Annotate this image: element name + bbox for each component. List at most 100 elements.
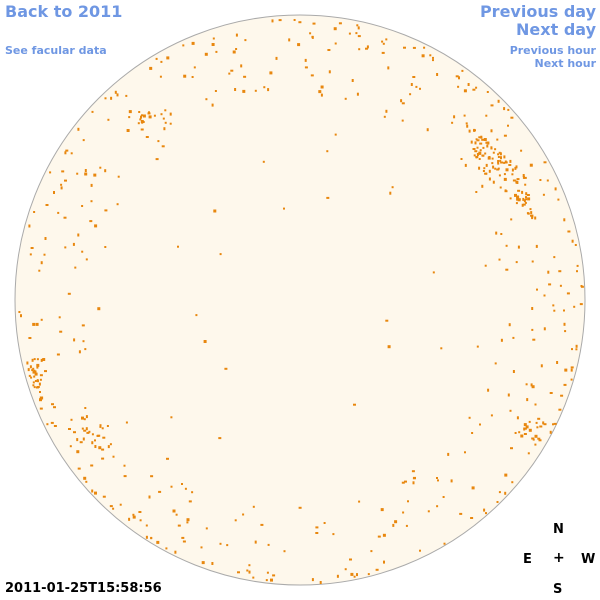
facula-mark <box>186 521 189 524</box>
facula-mark <box>538 439 542 442</box>
facula-mark <box>82 437 85 441</box>
facula-mark <box>269 71 273 75</box>
facula-mark <box>549 430 552 434</box>
facula-mark <box>355 32 358 35</box>
facula-mark <box>557 198 560 201</box>
facula-mark <box>503 177 507 181</box>
facula-mark <box>58 316 61 319</box>
facula-mark <box>490 147 493 150</box>
facula-mark <box>59 330 63 333</box>
next-day-link[interactable]: Next day <box>516 20 596 39</box>
facula-mark <box>411 470 415 473</box>
facula-mark <box>43 253 46 256</box>
back-to-year-link[interactable]: Back to 2011 <box>5 2 123 21</box>
facula-mark <box>139 519 142 522</box>
facula-mark <box>150 536 153 539</box>
facula-mark <box>112 507 115 510</box>
facula-mark <box>505 161 508 164</box>
facula-mark <box>407 500 409 503</box>
facula-mark <box>576 264 579 267</box>
facula-mark <box>478 158 481 160</box>
facula-mark <box>211 562 214 565</box>
facula-mark <box>88 430 91 433</box>
facula-mark <box>89 220 93 223</box>
facula-mark <box>275 56 278 60</box>
facula-mark <box>509 159 512 163</box>
compass-north: N <box>553 522 564 537</box>
facula-mark <box>97 307 101 311</box>
facula-mark <box>580 285 584 288</box>
facula-mark <box>481 138 485 141</box>
facula-mark <box>242 513 245 516</box>
facula-mark <box>525 192 528 196</box>
facula-mark <box>304 58 307 62</box>
facula-mark <box>116 93 119 97</box>
facula-mark <box>36 366 39 369</box>
facula-mark <box>522 203 526 206</box>
facula-mark <box>38 269 41 272</box>
facula-mark <box>365 47 368 50</box>
facula-mark <box>451 121 454 124</box>
previous-hour-link[interactable]: Previous hour <box>509 44 596 57</box>
facula-mark <box>466 124 469 128</box>
facula-mark <box>532 338 536 341</box>
facula-mark <box>385 109 388 113</box>
facula-mark <box>67 292 71 295</box>
facula-mark <box>537 437 541 440</box>
facula-mark <box>98 446 102 450</box>
facula-mark <box>447 452 450 456</box>
facula-mark <box>60 183 63 186</box>
facula-mark <box>574 244 577 246</box>
previous-day-link[interactable]: Previous day <box>479 2 596 21</box>
facula-mark <box>351 79 354 82</box>
facula-mark <box>101 427 104 430</box>
facula-mark <box>518 431 521 434</box>
facula-mark <box>563 322 566 326</box>
facula-mark <box>500 161 504 164</box>
facula-mark <box>73 431 76 434</box>
facula-mark <box>219 542 222 545</box>
facula-mark <box>65 149 69 152</box>
facula-mark <box>470 140 473 144</box>
facula-mark <box>32 384 35 387</box>
facula-mark <box>81 427 84 430</box>
facula-mark <box>400 99 403 103</box>
facula-mark <box>522 174 525 177</box>
facula-mark <box>148 495 151 499</box>
facula-mark <box>579 303 583 306</box>
facula-mark <box>564 330 567 333</box>
facula-mark <box>174 550 177 554</box>
facula-mark <box>182 540 186 543</box>
facula-mark <box>383 560 385 564</box>
facula-mark <box>478 166 481 170</box>
facula-mark <box>531 260 534 263</box>
facula-mark <box>482 154 485 157</box>
facula-mark <box>436 477 438 479</box>
facula-mark <box>527 212 530 215</box>
facula-mark <box>235 33 238 37</box>
facula-mark <box>142 121 145 123</box>
facula-mark <box>32 381 35 384</box>
facula-mark <box>186 518 190 522</box>
facula-mark <box>478 136 482 139</box>
next-hour-link[interactable]: Next hour <box>534 57 597 70</box>
facula-mark <box>181 536 185 539</box>
facula-mark <box>553 422 557 425</box>
facula-mark <box>195 314 198 317</box>
facula-mark <box>102 436 106 439</box>
facula-mark <box>512 370 515 373</box>
facula-mark <box>94 491 97 495</box>
facula-mark <box>84 407 87 409</box>
facula-mark <box>64 246 67 249</box>
facula-mark <box>141 114 143 117</box>
facula-mark <box>516 416 519 420</box>
facula-mark <box>481 184 484 188</box>
facula-mark <box>548 283 552 286</box>
facula-mark <box>56 353 60 356</box>
see-facular-data-link[interactable]: See facular data <box>5 44 107 57</box>
facula-mark <box>539 179 542 181</box>
facula-mark <box>94 445 97 448</box>
facula-mark <box>510 218 513 221</box>
facula-mark <box>283 207 285 210</box>
facula-mark <box>518 198 521 201</box>
